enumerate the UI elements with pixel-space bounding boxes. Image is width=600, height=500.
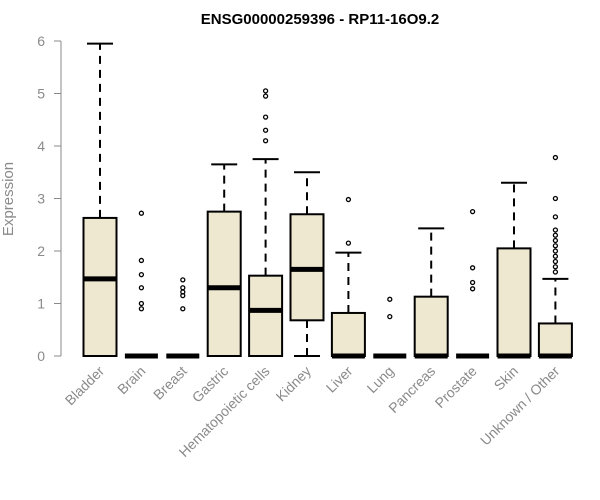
outlier-point	[138, 285, 145, 291]
y-tick-label: 6	[37, 33, 45, 49]
outlier-point	[552, 253, 559, 259]
x-category-label: Unknown / Other	[477, 363, 563, 449]
chart-title: ENSG00000259396 - RP11-16O9.2	[201, 11, 440, 28]
outlier-point	[345, 240, 352, 246]
box-gastric	[206, 163, 242, 357]
outlier-point	[262, 127, 269, 133]
box-bladder	[82, 42, 118, 357]
outlier-point	[552, 214, 559, 220]
box-iqr	[330, 311, 366, 358]
box-iqr	[413, 295, 449, 357]
box-unknown-other	[537, 154, 573, 359]
outlier-point	[469, 208, 476, 215]
outlier-point	[552, 227, 559, 233]
outlier-point	[262, 88, 269, 94]
outlier-point	[138, 306, 145, 312]
box-pancreas	[413, 227, 449, 359]
outlier-point	[345, 196, 352, 203]
outlier-point	[138, 271, 145, 278]
y-tick-label: 4	[37, 138, 45, 154]
y-tick-label: 5	[37, 86, 45, 102]
y-tick-label: 3	[37, 191, 45, 207]
box-brain	[124, 210, 158, 359]
outlier-point	[552, 237, 559, 244]
outlier-point	[552, 232, 559, 238]
x-category-label: Skin	[491, 363, 522, 394]
boxes	[82, 42, 573, 359]
x-category-label: Breast	[150, 363, 190, 403]
outlier-point	[469, 279, 476, 286]
outlier-point	[180, 306, 186, 312]
y-tick-label: 2	[37, 243, 45, 259]
outlier-point	[180, 285, 186, 291]
outlier-point	[180, 289, 186, 295]
x-category-label: Bladder	[62, 363, 108, 409]
outlier-point	[138, 210, 145, 216]
box-kidney	[289, 171, 325, 357]
outlier-point	[138, 257, 145, 264]
outlier-point	[262, 138, 269, 144]
y-tick-label: 0	[37, 348, 45, 364]
box-iqr	[248, 274, 284, 357]
box-liver	[330, 196, 366, 359]
outlier-point	[552, 258, 559, 265]
x-category-label: Prostate	[432, 363, 480, 411]
box-lung	[373, 296, 407, 359]
x-category-label: Liver	[323, 363, 356, 396]
y-tick-label: 1	[37, 296, 45, 312]
outlier-point	[469, 265, 476, 271]
box-iqr	[206, 210, 242, 357]
box-iqr	[82, 216, 118, 357]
box-prostate	[456, 208, 490, 359]
y-axis: 0 1 2 3 4 5 6	[37, 33, 62, 364]
outlier-point	[552, 269, 559, 275]
y-axis-label: Expression	[0, 162, 17, 236]
outlier-point	[262, 114, 269, 120]
outlier-point	[262, 93, 269, 99]
outlier-point	[180, 277, 186, 283]
outlier-point	[387, 296, 393, 302]
box-iqr	[496, 247, 532, 357]
x-category-label: Kidney	[273, 363, 315, 405]
box-breast	[166, 277, 200, 359]
box-iqr	[537, 322, 573, 358]
outlier-point	[552, 195, 559, 202]
x-category-label: Brain	[114, 363, 148, 397]
outlier-point	[552, 243, 559, 249]
outlier-point	[552, 264, 559, 270]
outlier-point	[552, 248, 559, 254]
outlier-point	[469, 286, 476, 292]
x-category-label: Lung	[364, 363, 397, 396]
outlier-point	[552, 154, 559, 161]
box-skin	[496, 181, 532, 359]
box-hematopoietic-cells	[248, 88, 284, 357]
outlier-point	[387, 313, 393, 320]
outlier-point	[138, 300, 145, 307]
